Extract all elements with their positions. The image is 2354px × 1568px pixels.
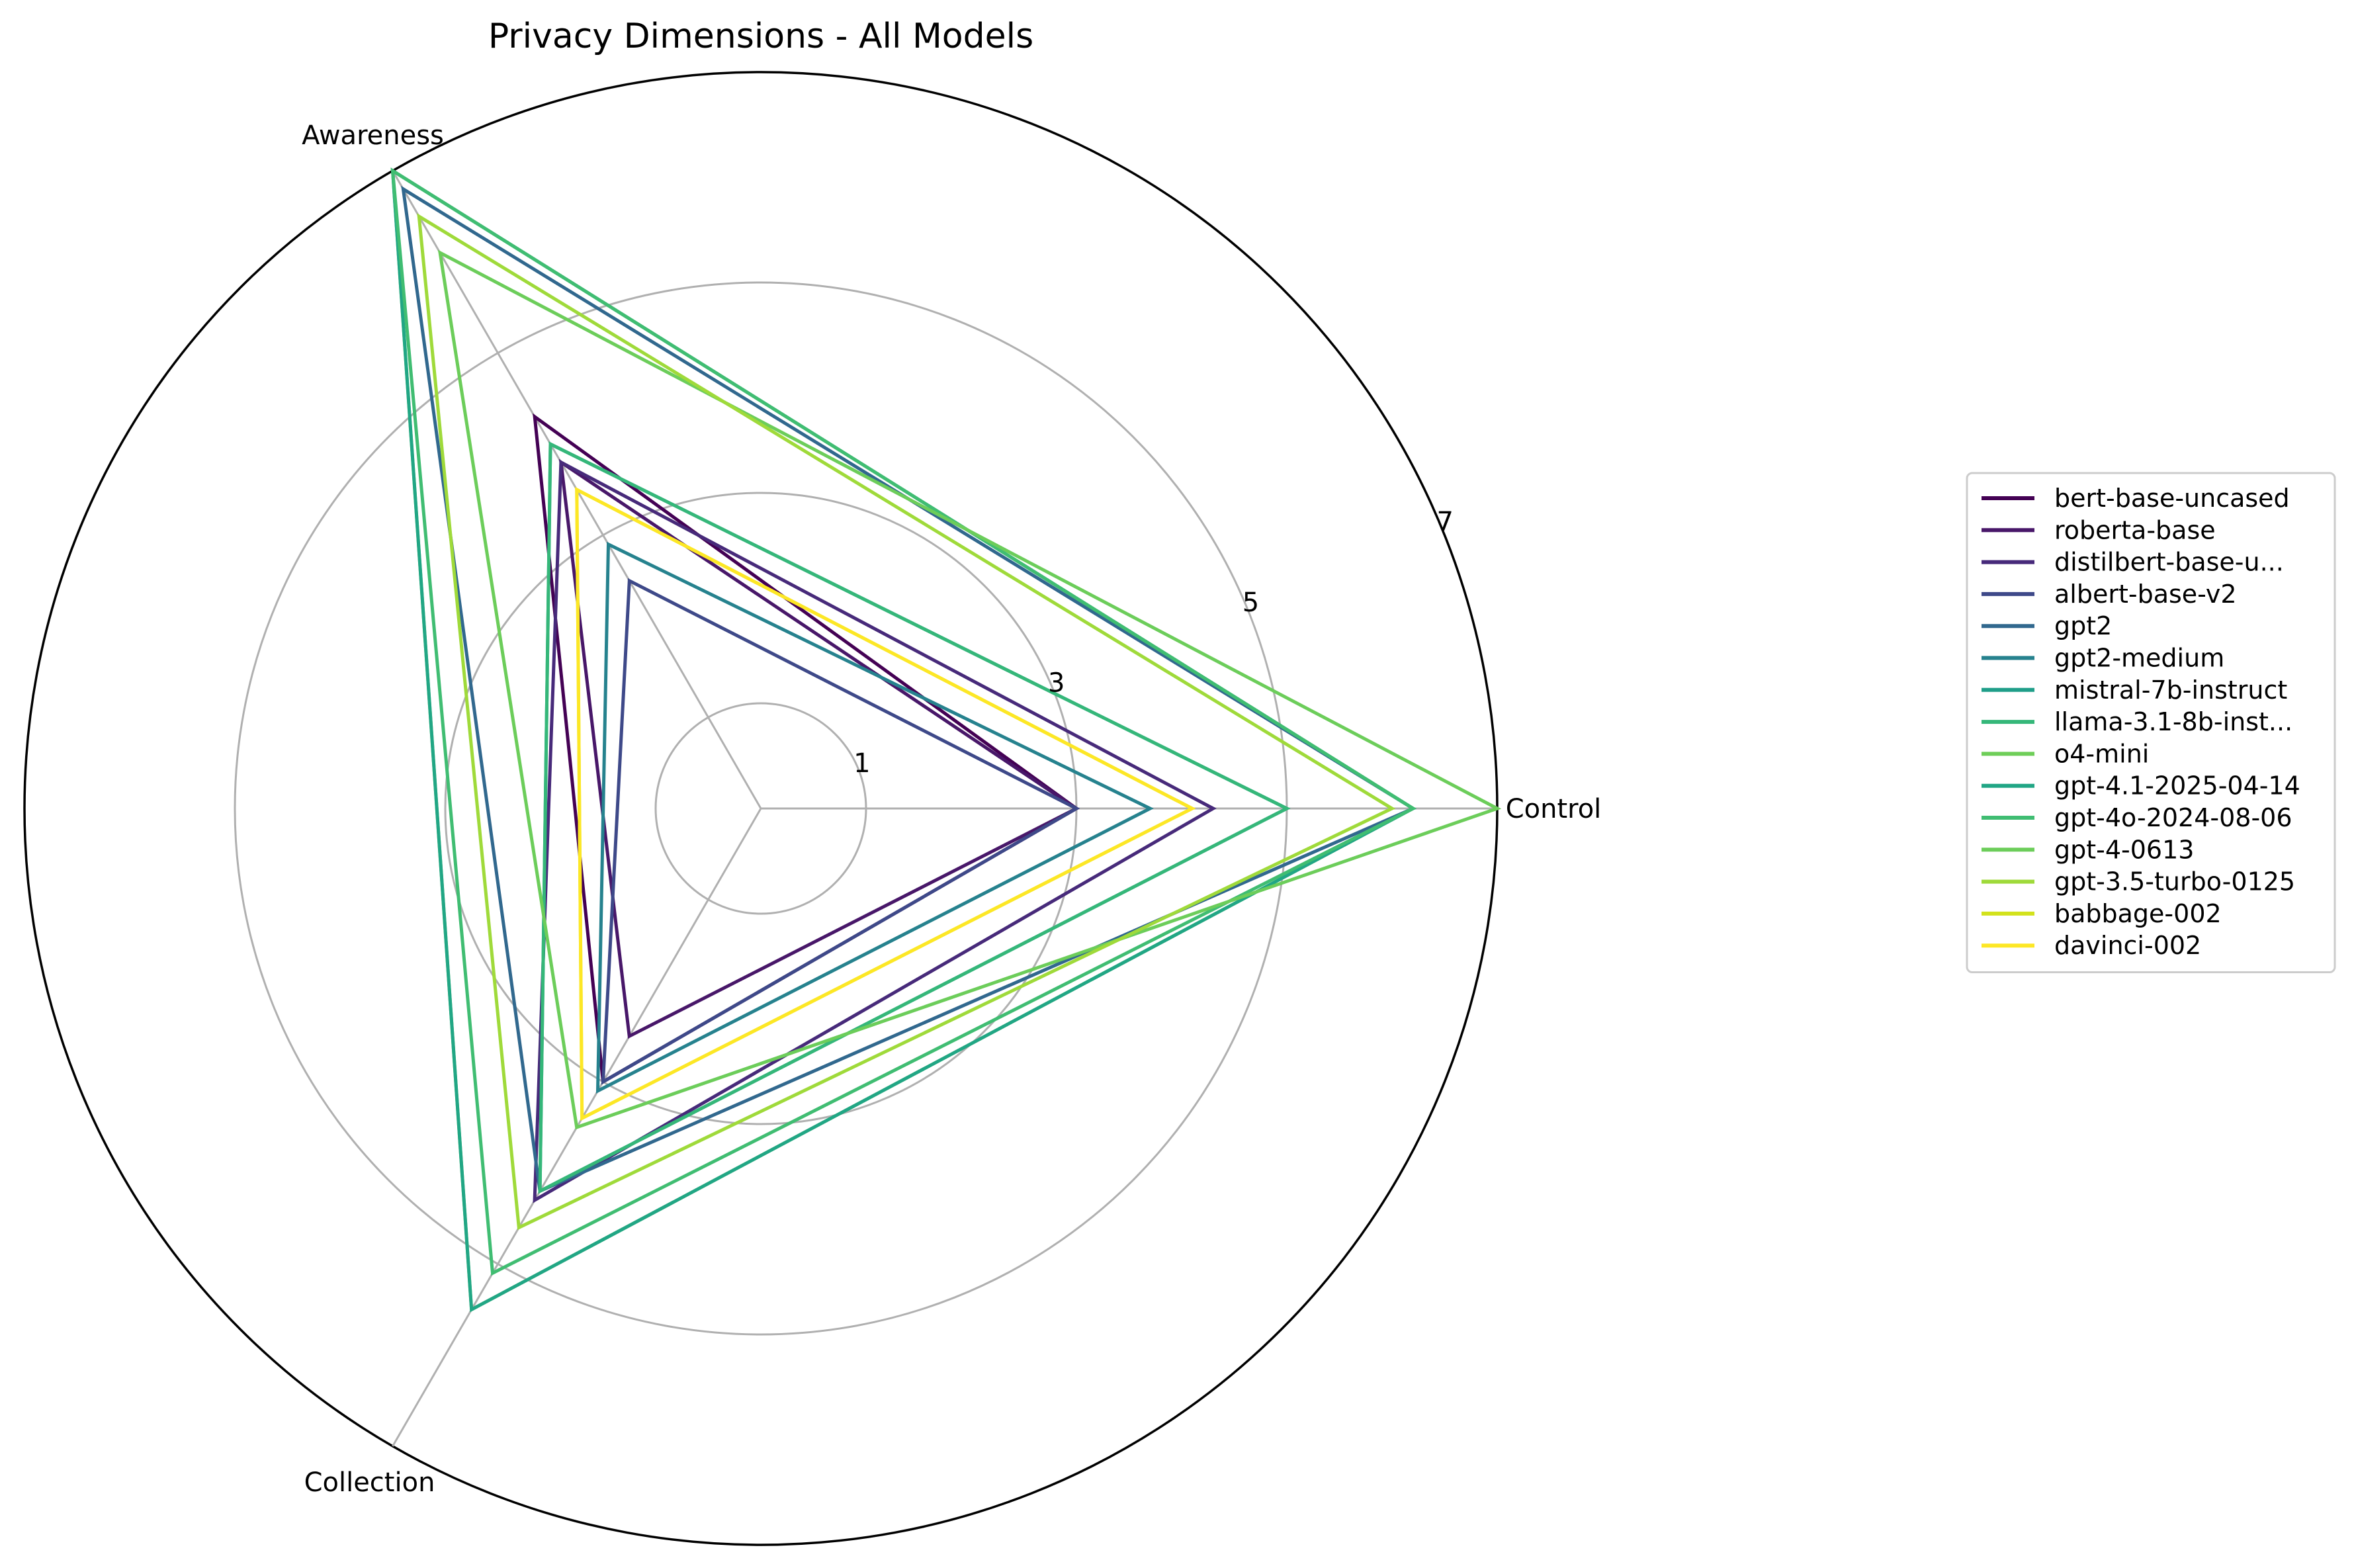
legend-label-distilbert-base-u-: distilbert-base-u...: [2054, 548, 2284, 577]
series-line-gpt-3-5-turbo-0125: [417, 213, 1396, 1231]
legend-label-babbage-002: babbage-002: [2054, 899, 2222, 928]
axis-label-control: Control: [1506, 794, 1602, 824]
legend-label-bert-base-uncased: bert-base-uncased: [2054, 484, 2290, 513]
legend-box: [1966, 472, 2336, 973]
legend-label-albert-base-v2: albert-base-v2: [2054, 580, 2237, 609]
radial-tick-label-3: 3: [1048, 668, 1065, 698]
legend-label-gpt2-medium: gpt2-medium: [2054, 644, 2224, 673]
legend-label-gpt-4-0613: gpt-4-0613: [2054, 835, 2194, 864]
radial-tick-label-1: 1: [853, 748, 870, 779]
axis-label-collection: Collection: [304, 1467, 435, 1498]
series-line-davinci-002: [575, 486, 1196, 1121]
legend-label-llama-3-1-8b-inst-: llama-3.1-8b-inst...: [2054, 707, 2292, 736]
legend-label-gpt-3-5-turbo-0125: gpt-3.5-turbo-0125: [2054, 867, 2295, 896]
legend-label-roberta-base: roberta-base: [2054, 515, 2216, 544]
chart-title: Privacy Dimensions - All Models: [488, 17, 1033, 56]
series-line-gpt-4o-2024-08-06: [390, 167, 1417, 1276]
series-line-roberta-base: [558, 458, 1080, 1039]
radial-tick-label-7: 7: [1437, 507, 1454, 537]
series-line-llama-3-1-8b-inst-: [538, 441, 1291, 1194]
series-line-gpt-4-0613: [437, 249, 1502, 1130]
legend-label-gpt-4-1-2025-04-14: gpt-4.1-2025-04-14: [2054, 771, 2300, 801]
series-line-distilbert-base-u-: [533, 459, 1217, 1203]
axis-label-awareness: Awareness: [302, 120, 444, 151]
legend-label-gpt2: gpt2: [2054, 611, 2112, 640]
radial-tick-label-5: 5: [1242, 588, 1259, 618]
legend-label-o4-mini: o4-mini: [2054, 739, 2149, 768]
series-layer: [390, 167, 1502, 1313]
legend-label-davinci-002: davinci-002: [2054, 931, 2201, 960]
series-line-gpt2-medium: [595, 541, 1154, 1094]
legend-label-gpt-4o-2024-08-06: gpt-4o-2024-08-06: [2054, 803, 2292, 832]
series-line-babbage-002: [575, 486, 1196, 1121]
legend-label-mistral-7b-instruct: mistral-7b-instruct: [2054, 675, 2287, 705]
series-line-albert-base-v2: [601, 578, 1080, 1085]
label-layer: 1 3 5 7 Control Awareness Collection: [302, 120, 1601, 1498]
radial-grid: [23, 71, 1499, 1546]
